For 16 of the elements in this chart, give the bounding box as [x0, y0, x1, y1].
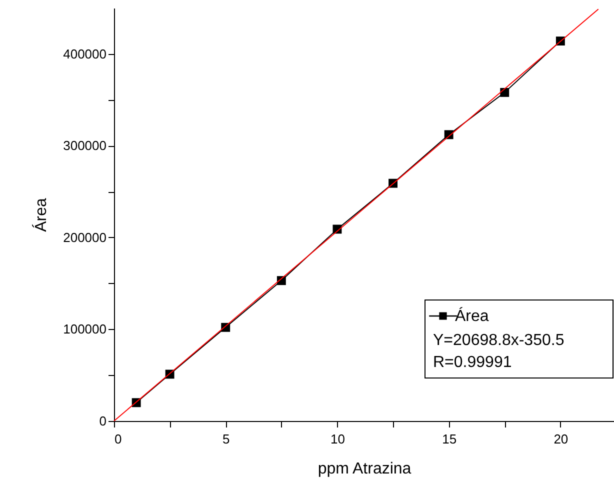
x-tick-label: 0: [114, 432, 122, 446]
x-tick-label: 15: [442, 432, 457, 446]
y-tick-label: 400000: [63, 46, 106, 62]
x-tick-label: 10: [330, 432, 345, 446]
annotation: R=0.99991: [433, 354, 512, 371]
annotation: Y=20698.8x-350.5: [433, 332, 564, 349]
y-tick-label: 200000: [63, 230, 106, 245]
x-tick-label: 5: [222, 432, 230, 446]
legend-label: Área: [455, 307, 489, 325]
y-tick-label: 0: [99, 414, 106, 428]
x-tick-label: 20: [554, 432, 568, 446]
x-axis-title: ppm Atrazina: [318, 460, 412, 478]
y-tick-label: 100000: [63, 322, 106, 337]
point: [500, 88, 510, 97]
y-axis-title: Área: [32, 198, 50, 232]
y-tick-label: 300000: [63, 138, 106, 154]
